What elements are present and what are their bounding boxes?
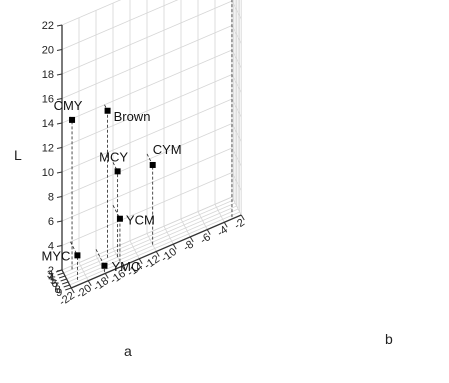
z-tick-label: 22 [42,20,54,32]
z-tick [56,98,63,100]
point-label: CYM [153,142,182,157]
grid-line [78,262,89,281]
grid-line [129,240,140,259]
data-point [104,107,111,114]
data-point [69,116,76,123]
y-tick [189,236,194,243]
y-tick [155,251,160,257]
x-tick-label: 5 [50,275,56,287]
x-tick [57,272,64,276]
y-tick [206,229,211,235]
x-axis-label: a [124,343,132,359]
x-tick [63,284,70,288]
data-point [149,161,156,168]
y-tick [223,222,228,228]
x-tick [65,287,72,291]
point-label: CMY [54,98,83,113]
x-tick [62,281,69,285]
drop-line [112,162,118,172]
z-tick-label: 20 [42,45,54,57]
y-tick-label: -8 [181,239,196,254]
y-tick-label: -6 [198,231,213,246]
z-tick-label: 16 [42,94,54,106]
z-tick-label: 12 [42,143,54,155]
data-point [114,168,121,175]
y-tick [87,280,92,286]
y-tick-label: -2 [232,217,247,232]
y-tick-label: -4 [215,224,230,239]
y-tick [121,265,126,272]
tick-marks: 2468101214161820223456789-22-20-18-16-14… [42,20,247,309]
grid-line [146,233,157,252]
x-tick-label: 9 [56,287,62,299]
grid-line [180,218,191,238]
z-tick-label: 8 [48,192,54,204]
data-point [116,215,123,222]
grid-line [163,226,174,245]
point-label: MYC [42,248,71,263]
x-tick-label: 3 [47,269,53,281]
z-tick-label: 14 [42,118,54,130]
z-tick [56,24,63,27]
z-tick-label: 2 [48,265,54,277]
point-label: Brown [114,109,151,124]
z-tick [56,122,63,125]
data-points: KCMYBrownMCYCYMYCMMYCYMC [42,98,182,274]
z-tick [56,196,63,198]
y-tick [70,287,75,294]
z-tick [56,245,63,247]
z-tick-label: 10 [42,167,54,179]
y-tick [240,214,245,221]
z-tick [56,73,63,76]
x-tick-label: 8 [55,284,61,296]
grid-line [197,211,208,230]
z-tick-label: 18 [42,69,54,81]
x-tick [55,269,63,273]
y-tick [138,258,143,265]
axis-panes [62,0,242,288]
z-tick [56,220,63,223]
z-tick [56,147,63,149]
z-tick-label: 6 [48,216,54,228]
x-tick [58,275,66,279]
y-axis-label: b [385,331,393,347]
z-tick [56,49,63,51]
z-tick [56,171,63,174]
z-axis-label: L [14,147,22,163]
grid-line [95,255,106,274]
data-point [74,252,81,259]
point-label: YMC [111,259,140,274]
x-tick-label: 7 [53,281,59,293]
point-label: MCY [99,149,128,164]
grid-line [61,0,122,26]
y-tick [172,243,177,250]
point-label: YCM [126,213,155,228]
y-tick [104,273,109,279]
data-point [101,262,108,269]
grid-line [231,196,242,216]
grid-line [214,204,225,223]
x-tick-label: 4 [48,272,54,284]
z-tick-label: 4 [48,241,54,253]
x-tick-label: 6 [51,278,57,290]
x-tick [60,278,67,282]
